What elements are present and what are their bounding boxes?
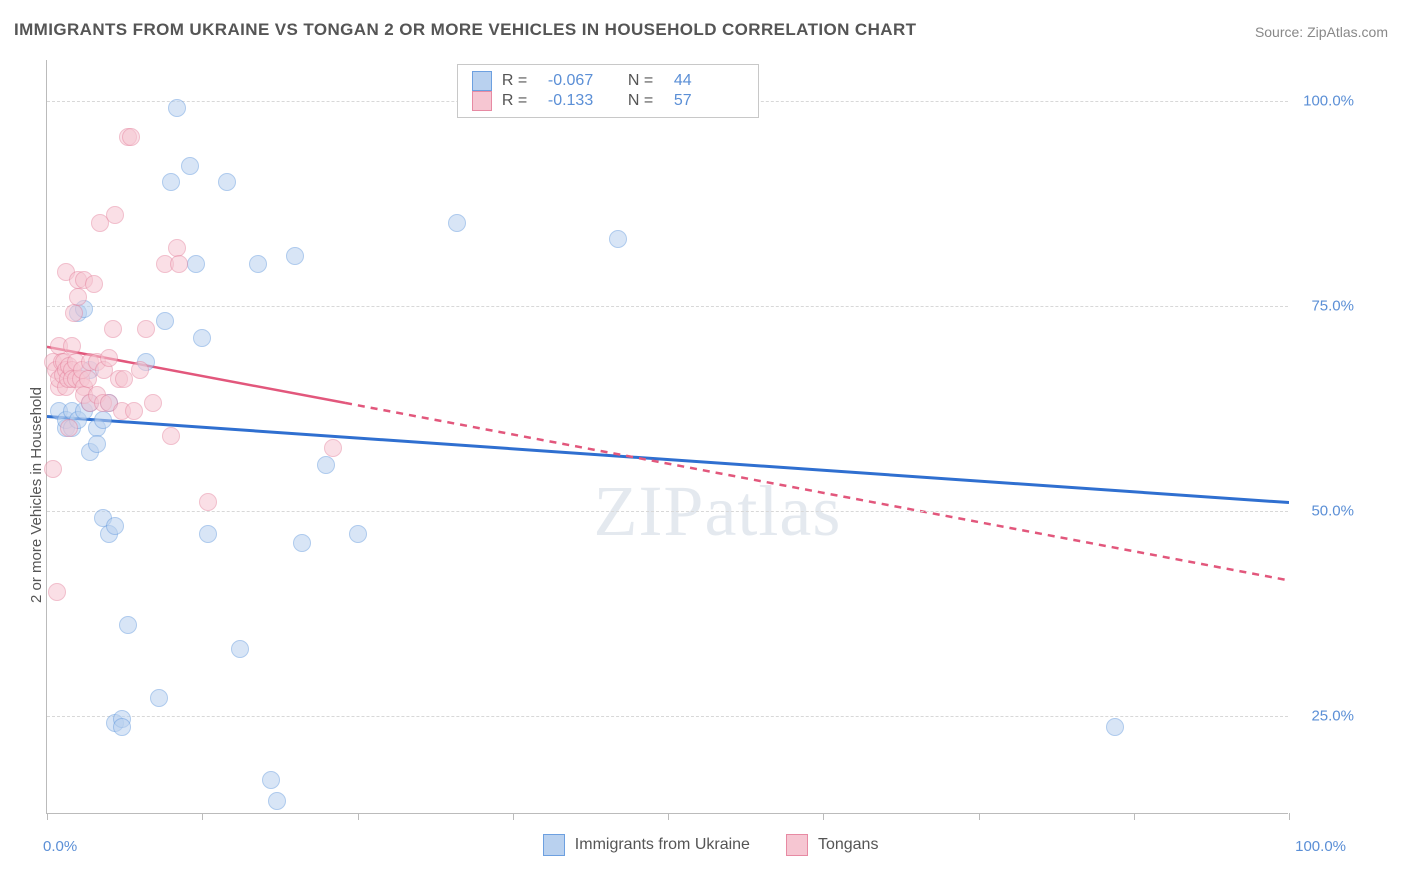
- source-name: ZipAtlas.com: [1307, 24, 1388, 40]
- scatter-point-tongans: [168, 239, 186, 257]
- scatter-point-ukraine: [317, 456, 335, 474]
- trend-lines-svg: [47, 60, 1289, 814]
- scatter-point-ukraine: [162, 173, 180, 191]
- scatter-point-ukraine: [106, 517, 124, 535]
- x-tick: [1134, 813, 1135, 820]
- scatter-point-ukraine: [119, 616, 137, 634]
- chart-title: IMMIGRANTS FROM UKRAINE VS TONGAN 2 OR M…: [14, 20, 916, 40]
- scatter-point-ukraine: [268, 792, 286, 810]
- scatter-point-tongans: [48, 583, 66, 601]
- scatter-point-tongans: [162, 427, 180, 445]
- legend-r-label: R =: [502, 72, 538, 90]
- legend-series-item: Tongans: [786, 834, 879, 856]
- legend-r-value: -0.133: [548, 92, 618, 110]
- scatter-point-tongans: [63, 337, 81, 355]
- y-tick-label: 50.0%: [1311, 502, 1354, 519]
- scatter-point-ukraine: [249, 255, 267, 273]
- scatter-point-ukraine: [94, 411, 112, 429]
- scatter-point-tongans: [79, 370, 97, 388]
- legend-r-value: -0.067: [548, 72, 618, 90]
- scatter-point-tongans: [131, 361, 149, 379]
- x-tick-label: 0.0%: [43, 838, 77, 855]
- source-prefix: Source:: [1255, 24, 1307, 40]
- scatter-point-tongans: [85, 275, 103, 293]
- trend-line-tongans: [345, 403, 1289, 581]
- y-axis-title: 2 or more Vehicles in Household: [28, 387, 45, 603]
- x-tick: [358, 813, 359, 820]
- x-tick: [1289, 813, 1290, 820]
- x-tick: [979, 813, 980, 820]
- gridline-h: [47, 511, 1288, 512]
- scatter-point-ukraine: [293, 534, 311, 552]
- scatter-point-ukraine: [262, 771, 280, 789]
- scatter-point-ukraine: [150, 689, 168, 707]
- scatter-point-tongans: [104, 320, 122, 338]
- legend-swatch: [543, 834, 565, 856]
- legend-series-label: Immigrants from Ukraine: [575, 836, 750, 854]
- source-attribution: Source: ZipAtlas.com: [1255, 24, 1388, 40]
- scatter-point-tongans: [69, 288, 87, 306]
- scatter-point-tongans: [125, 402, 143, 420]
- x-tick: [668, 813, 669, 820]
- scatter-point-tongans: [100, 349, 118, 367]
- gridline-h: [47, 306, 1288, 307]
- scatter-point-ukraine: [1106, 718, 1124, 736]
- scatter-point-tongans: [106, 206, 124, 224]
- scatter-point-ukraine: [113, 718, 131, 736]
- scatter-point-tongans: [199, 493, 217, 511]
- scatter-point-tongans: [65, 304, 83, 322]
- scatter-point-ukraine: [181, 157, 199, 175]
- legend-n-label: N =: [628, 92, 664, 110]
- legend-swatch: [786, 834, 808, 856]
- scatter-point-tongans: [170, 255, 188, 273]
- legend-n-value: 44: [674, 72, 744, 90]
- y-tick-label: 100.0%: [1303, 92, 1354, 109]
- x-tick: [202, 813, 203, 820]
- scatter-point-ukraine: [286, 247, 304, 265]
- legend-series-label: Tongans: [818, 836, 879, 854]
- y-tick-label: 25.0%: [1311, 707, 1354, 724]
- trend-line-ukraine: [47, 417, 1289, 503]
- scatter-point-ukraine: [187, 255, 205, 273]
- x-tick: [823, 813, 824, 820]
- legend-correlation: R = -0.067 N = 44 R = -0.133 N = 57: [457, 64, 759, 118]
- scatter-point-tongans: [60, 419, 78, 437]
- legend-swatch: [472, 91, 492, 111]
- scatter-point-tongans: [115, 370, 133, 388]
- x-tick-label: 100.0%: [1295, 838, 1346, 855]
- scatter-point-ukraine: [448, 214, 466, 232]
- legend-n-value: 57: [674, 92, 744, 110]
- scatter-point-ukraine: [218, 173, 236, 191]
- scatter-point-tongans: [144, 394, 162, 412]
- chart-root: IMMIGRANTS FROM UKRAINE VS TONGAN 2 OR M…: [0, 0, 1406, 892]
- scatter-point-tongans: [324, 439, 342, 457]
- x-tick: [513, 813, 514, 820]
- y-tick-label: 75.0%: [1311, 297, 1354, 314]
- x-tick: [47, 813, 48, 820]
- plot-area: ZIPatlas R =-0.067N =44R =-0.133N =57 25…: [46, 60, 1288, 814]
- scatter-point-ukraine: [168, 99, 186, 117]
- legend-series-item: Immigrants from Ukraine: [543, 834, 750, 856]
- legend-series: Immigrants from Ukraine Tongans: [543, 834, 879, 856]
- scatter-point-ukraine: [88, 435, 106, 453]
- scatter-point-ukraine: [609, 230, 627, 248]
- scatter-point-tongans: [122, 128, 140, 146]
- scatter-point-ukraine: [199, 525, 217, 543]
- scatter-point-tongans: [137, 320, 155, 338]
- scatter-point-ukraine: [349, 525, 367, 543]
- legend-r-label: R =: [502, 92, 538, 110]
- scatter-point-tongans: [44, 460, 62, 478]
- legend-swatch: [472, 71, 492, 91]
- legend-correlation-row: R = -0.133 N = 57: [472, 91, 744, 111]
- legend-correlation-row: R = -0.067 N = 44: [472, 71, 744, 91]
- scatter-point-ukraine: [231, 640, 249, 658]
- scatter-point-ukraine: [193, 329, 211, 347]
- legend-n-label: N =: [628, 72, 664, 90]
- gridline-h: [47, 716, 1288, 717]
- scatter-point-ukraine: [156, 312, 174, 330]
